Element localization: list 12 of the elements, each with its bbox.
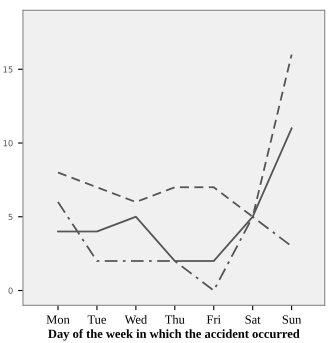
y-tick-label: 15 <box>4 66 13 73</box>
x-tick-label: Sat <box>246 315 261 324</box>
y-tick-label: 10 <box>4 140 13 146</box>
x-tick-label: Sun <box>282 315 302 324</box>
y-tick-label: 0 <box>8 288 13 294</box>
x-axis-title: Day of the week in which the accident occurred <box>48 329 300 341</box>
x-tick-label: Thu <box>164 314 185 324</box>
x-tick-label: Mon <box>46 315 70 324</box>
x-tick-label: Fri <box>206 315 221 324</box>
x-tick-label: Tue <box>88 315 106 324</box>
x-tick-label: Wed <box>124 314 148 324</box>
y-tick-label: 5 <box>8 214 13 220</box>
